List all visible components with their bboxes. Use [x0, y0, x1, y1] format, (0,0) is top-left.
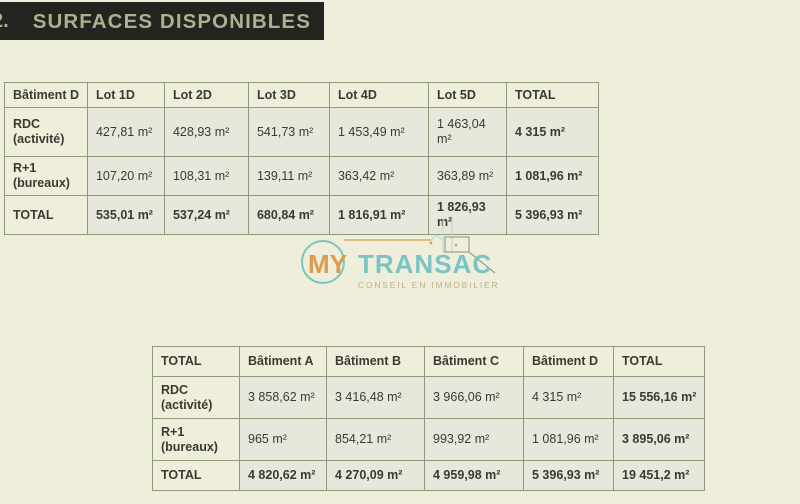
svg-text:CONSEIL EN IMMOBILIER: CONSEIL EN IMMOBILIER [358, 280, 499, 290]
svg-text:TRANSAC: TRANSAC [358, 249, 492, 279]
svg-text:MY: MY [308, 249, 347, 279]
